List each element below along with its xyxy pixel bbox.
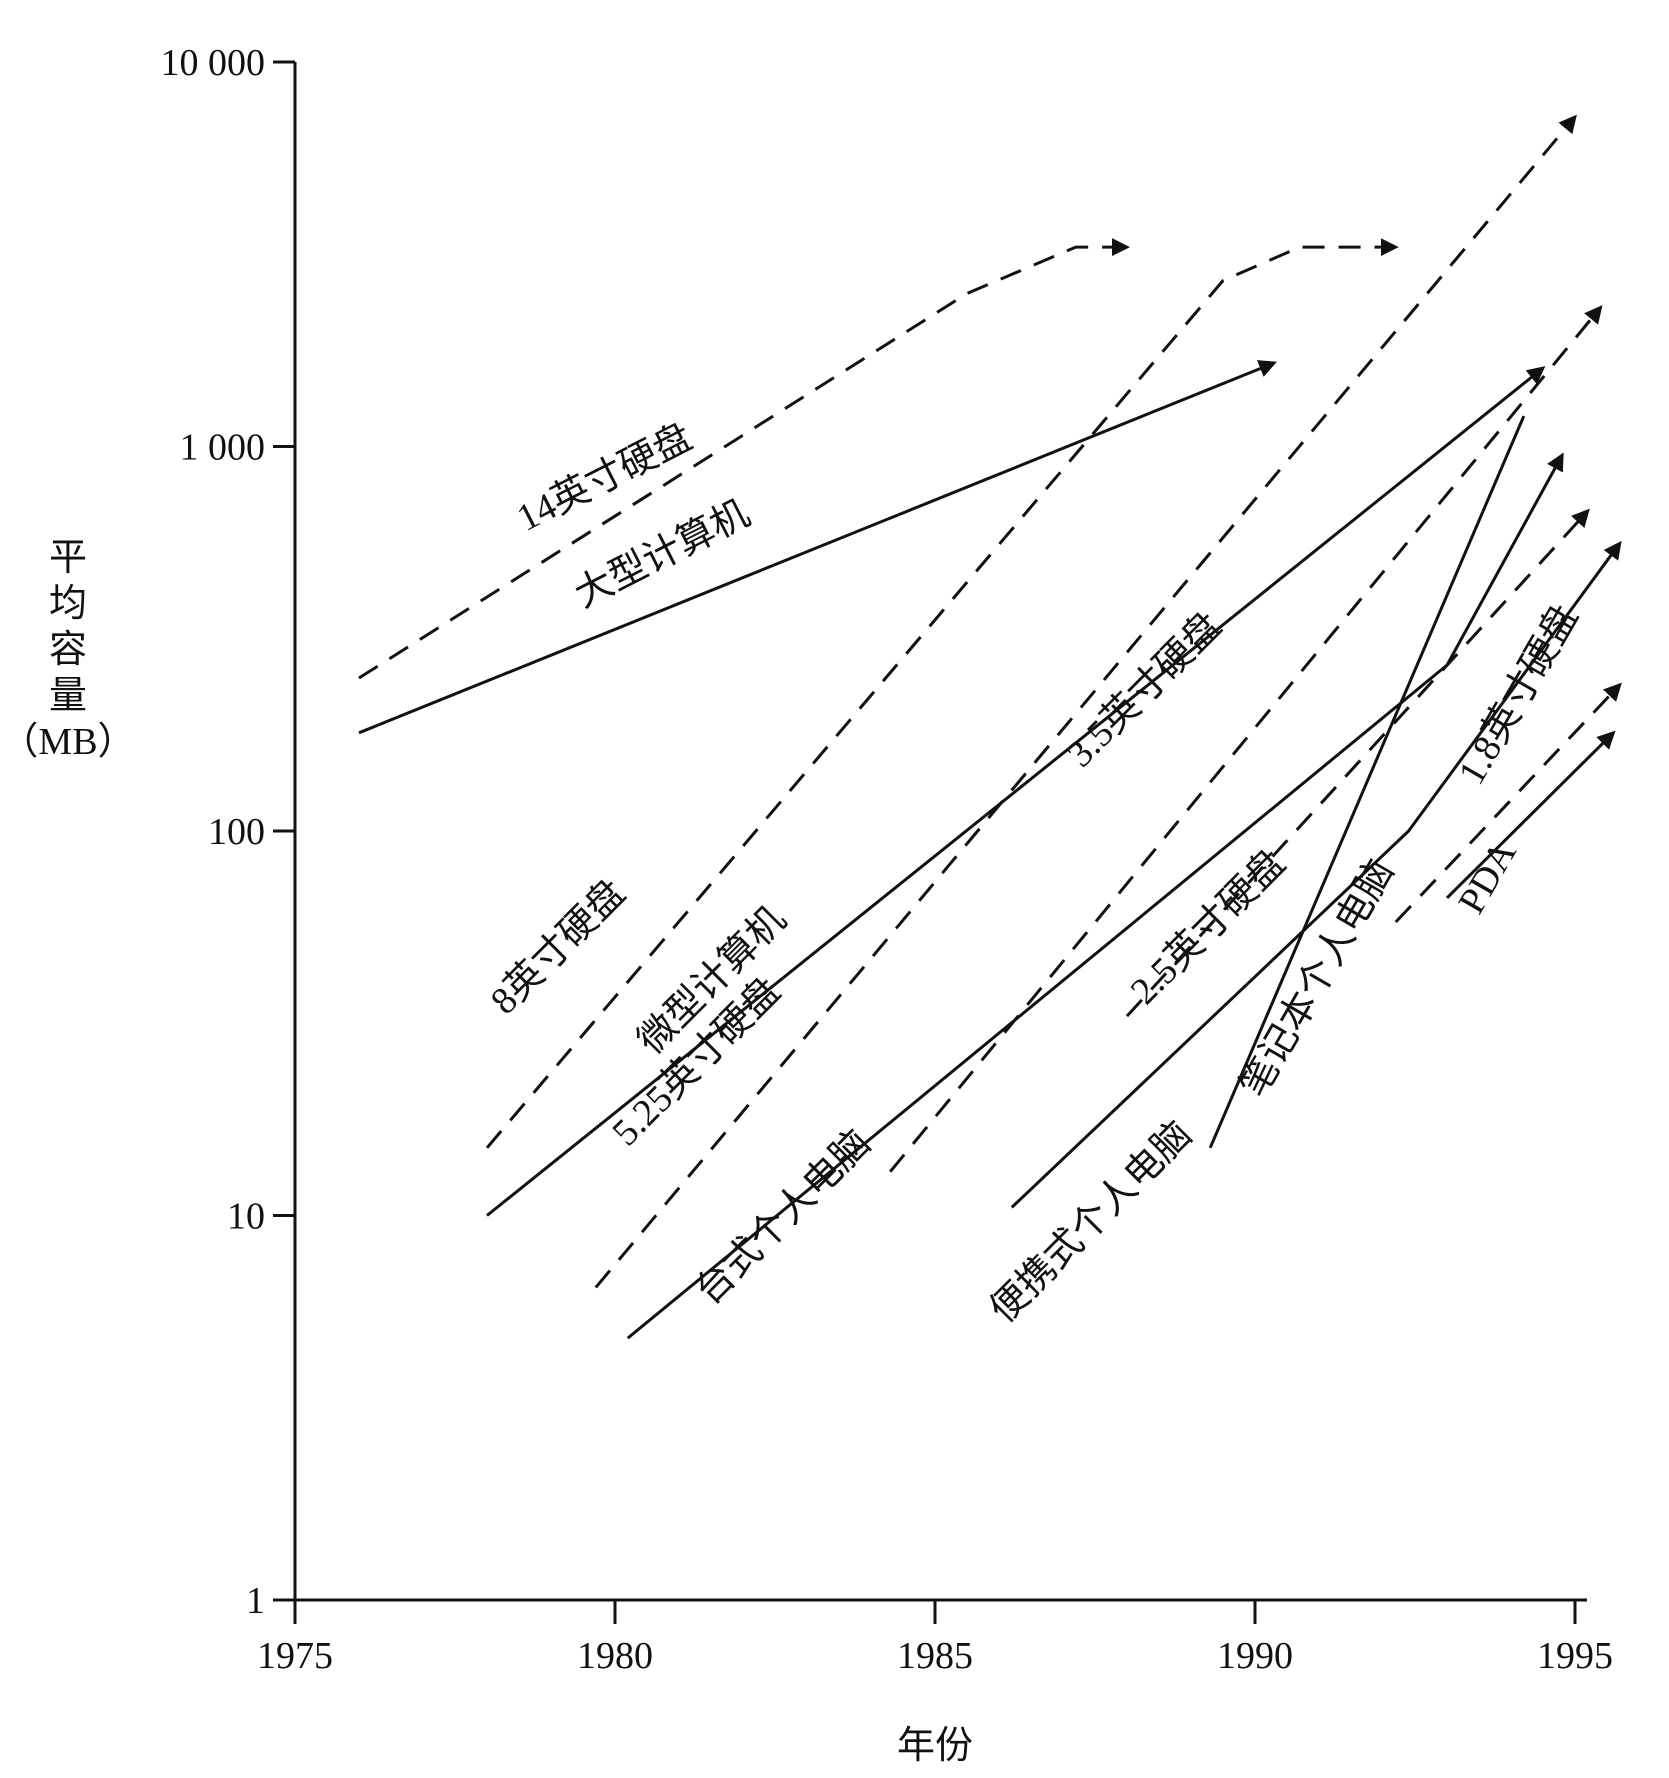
series-label-3.5英寸硬盘: 3.5英寸硬盘: [1059, 605, 1230, 776]
y-tick-label: 10 000: [161, 42, 266, 84]
x-tick-label: 1995: [1537, 1635, 1613, 1677]
x-tick-label: 1980: [577, 1635, 653, 1677]
y-tick-label: 100: [208, 811, 265, 853]
series-label-便携式个人电脑: 便携式个人电脑: [982, 1113, 1200, 1331]
series-line-便携式个人电脑: [1010, 540, 1622, 1209]
x-tick-label: 1990: [1217, 1635, 1293, 1677]
series-line-8英寸硬盘: [485, 238, 1399, 1149]
y-axis-title-char: 平: [49, 537, 87, 579]
x-axis-title: 年份: [897, 1725, 973, 1767]
y-tick-label: 1: [246, 1580, 265, 1622]
series-line-3.5英寸硬盘: [889, 305, 1603, 1173]
x-tick-label: 1985: [897, 1635, 973, 1677]
y-axis-title-char: 均: [49, 583, 87, 625]
series-line-5.25英寸硬盘: [594, 114, 1577, 1289]
series-label-1.8英寸硬盘: 1.8英寸硬盘: [1450, 598, 1586, 792]
y-axis-title-char: 量: [49, 675, 87, 717]
x-tick-label: 1975: [257, 1635, 333, 1677]
y-axis-title-char: （MB）: [0, 721, 135, 763]
y-axis-title-char: 容: [49, 629, 87, 671]
series-line-PDA: [1445, 730, 1616, 899]
axes: 1 10 100 1 000 10 000 1975 1980 1985 1990 1995 年份 平…: [0, 42, 1613, 1767]
y-tick-label: 1 000: [180, 427, 266, 469]
series-line-1.8英寸硬盘: [1394, 682, 1622, 924]
series-label-2.5英寸硬盘: 2.5英寸硬盘: [1123, 842, 1294, 1013]
annotation-layer: 14英寸硬盘大型计算机8英寸硬盘微型计算机5.25英寸硬盘3.5英寸硬盘台式个人…: [483, 416, 1587, 1331]
series-label-台式个人电脑: 台式个人电脑: [688, 1122, 879, 1313]
y-axis-title: 平均容量（MB）: [0, 537, 135, 763]
series-line-微型计算机: [486, 366, 1546, 1217]
series-line-14英寸硬盘: [358, 238, 1130, 680]
series-line-2.5英寸硬盘: [1125, 508, 1590, 1018]
series-layer: [358, 114, 1622, 1340]
series-line-大型计算机: [358, 360, 1277, 735]
series-line-笔记本个人电脑: [1208, 415, 1526, 1149]
series-label-PDA: PDA: [1450, 833, 1525, 920]
y-tick-label: 10: [227, 1196, 265, 1238]
series-label-大型计算机: 大型计算机: [568, 492, 756, 616]
